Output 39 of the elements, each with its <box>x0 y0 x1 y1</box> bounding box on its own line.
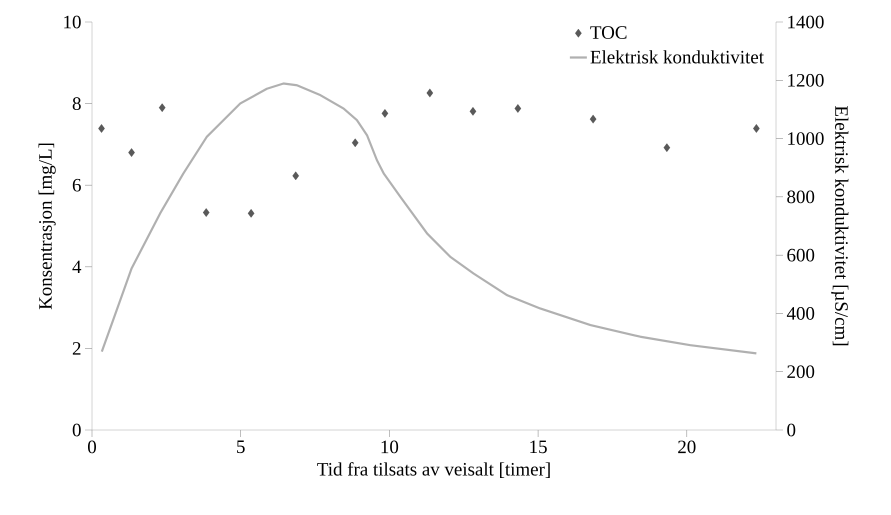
point <box>98 124 105 133</box>
point <box>514 104 522 113</box>
point <box>158 103 166 112</box>
x-tick-label: 0 <box>88 440 96 454</box>
y-tick-label: 4 <box>72 260 82 274</box>
y2-tick-label: 0 <box>787 424 796 436</box>
x-tick-label: 10 <box>382 440 398 454</box>
y-tick-label: 0 <box>72 424 81 436</box>
y2-axis-title: Elektrisk konduktivitet [µS/cm] <box>831 106 848 346</box>
y-tick-label: 10 <box>64 16 81 28</box>
point <box>426 88 434 98</box>
y2-tick-label: 1400 <box>788 16 824 28</box>
y2-tick-label: 200 <box>787 365 814 378</box>
point <box>664 143 670 152</box>
point <box>202 208 210 217</box>
point <box>382 109 388 118</box>
y-tick-label: 6 <box>72 178 81 192</box>
point <box>248 208 254 218</box>
y2-tick-label: 400 <box>786 307 814 320</box>
y2-tick-label: 1200 <box>788 74 824 87</box>
legend-label: TOC <box>590 26 626 39</box>
legend-label: Elektrisk konduktivitet <box>590 50 764 64</box>
point <box>352 138 359 148</box>
x-tick-label: 5 <box>237 440 245 454</box>
y-tick-label: 2 <box>72 342 80 355</box>
point <box>470 106 476 116</box>
point <box>292 171 300 180</box>
y-tick-label: 8 <box>72 97 81 110</box>
line-series <box>100 82 758 354</box>
y2-tick-label: 1000 <box>788 132 824 145</box>
x-tick-label: 15 <box>530 440 547 454</box>
y-axis-title: Konsentrasjon [mg/L] <box>38 144 56 310</box>
y2-tick-label: 600 <box>787 248 814 262</box>
y2-tick-label: 800 <box>787 190 814 204</box>
point <box>128 148 135 157</box>
x-tick-label: 20 <box>678 440 696 454</box>
x-axis-title: Tid fra tilsats av veisalt [timer] <box>317 462 550 478</box>
point <box>590 114 596 124</box>
point <box>753 124 760 133</box>
